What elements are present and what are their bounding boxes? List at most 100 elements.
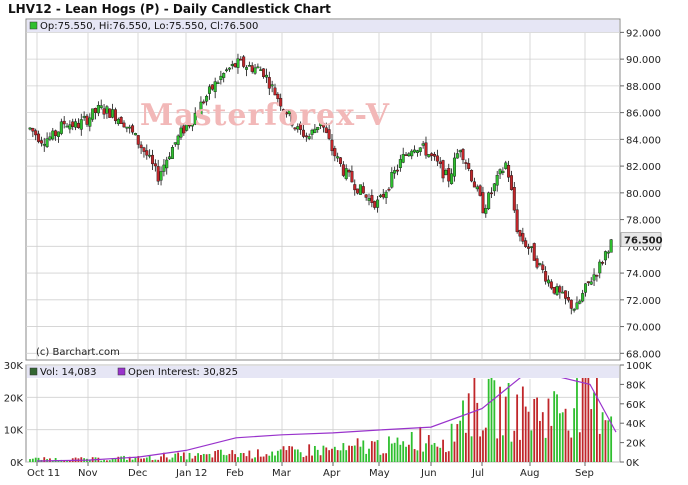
- volume-bar: [123, 455, 125, 462]
- volume-bar: [188, 452, 191, 462]
- candle-body: [296, 126, 300, 130]
- candle-body: [279, 97, 283, 107]
- candle-body: [421, 143, 425, 146]
- volume-bar: [390, 443, 393, 462]
- volume-bar: [567, 430, 570, 462]
- volume-bar: [245, 456, 248, 462]
- candle-body: [378, 195, 382, 197]
- volume-bar: [576, 378, 578, 462]
- candle-body: [427, 154, 431, 158]
- candle-body: [267, 77, 271, 89]
- candle-body: [544, 271, 548, 282]
- candle-body: [575, 302, 579, 310]
- volume-bar: [211, 457, 214, 462]
- volume-bar: [578, 432, 581, 462]
- candle-body: [521, 233, 525, 242]
- candle-body: [529, 246, 533, 248]
- candle-body: [549, 281, 553, 289]
- volume-bar: [108, 460, 111, 462]
- x-tick-label: Oct 11: [27, 468, 60, 479]
- volume-bar: [268, 455, 271, 462]
- volume-bar: [254, 457, 256, 462]
- oi-legend-swatch: [117, 367, 126, 376]
- x-tick-label: Aug: [520, 468, 540, 479]
- candle-body: [495, 174, 499, 186]
- volume-bar: [162, 452, 165, 462]
- last-price-label: 76.500: [624, 236, 663, 247]
- volume-bar: [399, 444, 402, 462]
- candle-body: [433, 154, 437, 157]
- volume-bar: [536, 397, 538, 462]
- volume-bar: [373, 441, 376, 462]
- volume-bar: [120, 456, 123, 462]
- volume-bar: [379, 454, 382, 462]
- volume-bar: [351, 445, 353, 462]
- candle-body: [418, 147, 422, 152]
- candle-body: [512, 187, 516, 211]
- volume-bar: [482, 430, 484, 462]
- candle-body: [527, 246, 531, 249]
- volume-bar: [305, 455, 308, 462]
- candle-body: [524, 240, 528, 247]
- candle-body: [210, 84, 214, 90]
- volume-bar: [353, 445, 356, 462]
- volume-bar: [596, 376, 598, 462]
- candle-body: [609, 239, 613, 253]
- candle-body: [515, 209, 519, 232]
- volume-bar: [313, 445, 316, 462]
- volume-bar: [34, 457, 37, 462]
- candle-body: [341, 164, 345, 176]
- volume-bar: [291, 446, 293, 462]
- volume-bar: [359, 446, 362, 462]
- candle-body: [398, 159, 402, 169]
- volume-bar: [257, 449, 259, 462]
- volume-bar: [80, 457, 83, 462]
- candle-body: [395, 169, 399, 172]
- volume-bar: [103, 459, 105, 462]
- candle-body: [59, 121, 63, 134]
- volume-bar: [467, 393, 470, 462]
- candle-body: [159, 171, 163, 181]
- candle-body: [219, 75, 223, 80]
- volume-bar: [160, 456, 162, 462]
- candle-body: [270, 84, 274, 87]
- volume-bar: [205, 454, 208, 462]
- candle-body: [262, 68, 266, 77]
- candle-body: [606, 251, 610, 254]
- oi-tick-label: 80K: [626, 380, 646, 391]
- volume-bar: [208, 453, 211, 462]
- candle-body: [564, 290, 568, 299]
- volume-bar: [88, 459, 91, 462]
- volume-bar: [584, 373, 587, 462]
- volume-bar: [276, 450, 279, 462]
- candle-body: [358, 184, 362, 195]
- oi-tick-label: 40K: [626, 419, 646, 430]
- volume-bar: [248, 450, 251, 462]
- volume-bar: [251, 458, 254, 462]
- volume-bar: [564, 408, 567, 462]
- candle-body: [324, 127, 328, 133]
- volume-bar: [140, 458, 143, 462]
- candle-body: [165, 159, 169, 169]
- candle-body: [452, 157, 456, 177]
- volume-bar: [422, 451, 425, 462]
- volume-bar: [396, 437, 399, 462]
- candle-body: [284, 112, 288, 115]
- volume-bar: [598, 433, 601, 462]
- candle-body: [216, 82, 220, 85]
- candle-body: [327, 129, 331, 139]
- volume-bar: [137, 456, 140, 462]
- price-tick-label: 90.000: [626, 55, 661, 66]
- candle-body: [108, 108, 112, 118]
- candle-body: [558, 286, 562, 293]
- volume-bar: [476, 402, 479, 462]
- volume-bar: [171, 457, 174, 462]
- volume-bar: [570, 437, 573, 462]
- volume-bar: [143, 458, 145, 462]
- candle-body: [162, 164, 166, 172]
- volume-bar: [561, 412, 564, 462]
- candle-body: [85, 115, 89, 125]
- volume-bar: [405, 446, 407, 462]
- volume-bar: [539, 420, 541, 462]
- candle-body: [435, 155, 439, 162]
